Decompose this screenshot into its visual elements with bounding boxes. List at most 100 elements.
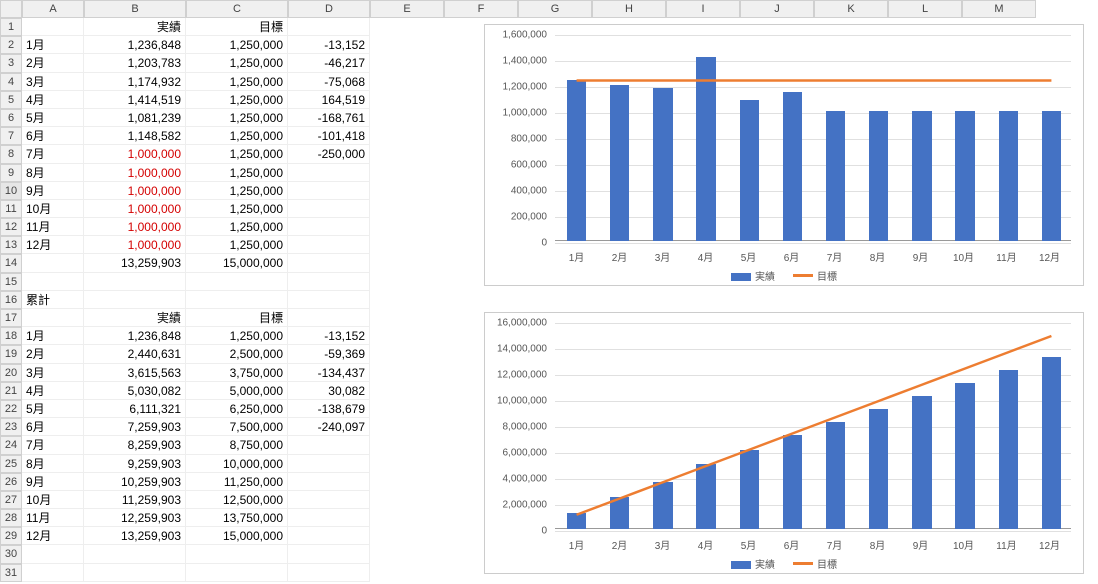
cell-B26[interactable]: 10,259,903 [84,473,186,491]
col-header-K[interactable]: K [814,0,888,18]
cell-A5[interactable]: 4月 [22,91,84,109]
row-header-23[interactable]: 23 [0,418,22,436]
row-header-28[interactable]: 28 [0,509,22,527]
cell-B27[interactable]: 11,259,903 [84,491,186,509]
cell-C15[interactable] [186,273,288,291]
cell-D15[interactable] [288,273,370,291]
cell-C3[interactable]: 1,250,000 [186,54,288,72]
cell-B11[interactable]: 1,000,000 [84,200,186,218]
row-header-14[interactable]: 14 [0,254,22,272]
cell-C21[interactable]: 5,000,000 [186,382,288,400]
cell-A17[interactable] [22,309,84,327]
cell-D23[interactable]: -240,097 [288,418,370,436]
cell-A1[interactable] [22,18,84,36]
row-header-29[interactable]: 29 [0,527,22,545]
row-header-8[interactable]: 8 [0,145,22,163]
row-header-3[interactable]: 3 [0,54,22,72]
cell-C5[interactable]: 1,250,000 [186,91,288,109]
cell-C17[interactable]: 目標 [186,309,288,327]
cell-A25[interactable]: 8月 [22,455,84,473]
row-header-22[interactable]: 22 [0,400,22,418]
cell-A30[interactable] [22,545,84,563]
cell-A13[interactable]: 12月 [22,236,84,254]
cell-C22[interactable]: 6,250,000 [186,400,288,418]
cell-D4[interactable]: -75,068 [288,73,370,91]
cell-C31[interactable] [186,564,288,582]
cell-D25[interactable] [288,455,370,473]
col-header-G[interactable]: G [518,0,592,18]
cell-B4[interactable]: 1,174,932 [84,73,186,91]
row-header-18[interactable]: 18 [0,327,22,345]
cell-A20[interactable]: 3月 [22,364,84,382]
select-all-corner[interactable] [0,0,22,18]
cell-B13[interactable]: 1,000,000 [84,236,186,254]
cell-D8[interactable]: -250,000 [288,145,370,163]
cell-D21[interactable]: 30,082 [288,382,370,400]
cumulative-chart[interactable]: 02,000,0004,000,0006,000,0008,000,00010,… [484,312,1084,574]
cell-B16[interactable] [84,291,186,309]
cell-A14[interactable] [22,254,84,272]
col-header-E[interactable]: E [370,0,444,18]
cell-B29[interactable]: 13,259,903 [84,527,186,545]
cell-D31[interactable] [288,564,370,582]
col-header-L[interactable]: L [888,0,962,18]
cell-D11[interactable] [288,200,370,218]
cell-C26[interactable]: 11,250,000 [186,473,288,491]
cell-C12[interactable]: 1,250,000 [186,218,288,236]
cell-D27[interactable] [288,491,370,509]
cell-B28[interactable]: 12,259,903 [84,509,186,527]
col-header-B[interactable]: B [84,0,186,18]
cell-B5[interactable]: 1,414,519 [84,91,186,109]
cell-B23[interactable]: 7,259,903 [84,418,186,436]
cell-A18[interactable]: 1月 [22,327,84,345]
cell-D1[interactable] [288,18,370,36]
row-header-5[interactable]: 5 [0,91,22,109]
cell-A9[interactable]: 8月 [22,164,84,182]
row-header-27[interactable]: 27 [0,491,22,509]
cell-D13[interactable] [288,236,370,254]
cell-B31[interactable] [84,564,186,582]
cell-D16[interactable] [288,291,370,309]
cell-C30[interactable] [186,545,288,563]
col-header-F[interactable]: F [444,0,518,18]
cell-D12[interactable] [288,218,370,236]
row-header-11[interactable]: 11 [0,200,22,218]
cell-D29[interactable] [288,527,370,545]
cell-A2[interactable]: 1月 [22,36,84,54]
cell-C28[interactable]: 13,750,000 [186,509,288,527]
row-header-1[interactable]: 1 [0,18,22,36]
cell-A3[interactable]: 2月 [22,54,84,72]
cell-C27[interactable]: 12,500,000 [186,491,288,509]
cell-D18[interactable]: -13,152 [288,327,370,345]
cell-C18[interactable]: 1,250,000 [186,327,288,345]
cell-C13[interactable]: 1,250,000 [186,236,288,254]
row-header-13[interactable]: 13 [0,236,22,254]
cell-C19[interactable]: 2,500,000 [186,345,288,363]
row-header-15[interactable]: 15 [0,273,22,291]
cell-A19[interactable]: 2月 [22,345,84,363]
cell-B8[interactable]: 1,000,000 [84,145,186,163]
cell-A24[interactable]: 7月 [22,436,84,454]
col-header-C[interactable]: C [186,0,288,18]
cell-B30[interactable] [84,545,186,563]
cell-C11[interactable]: 1,250,000 [186,200,288,218]
col-header-H[interactable]: H [592,0,666,18]
row-header-24[interactable]: 24 [0,436,22,454]
cell-B22[interactable]: 6,111,321 [84,400,186,418]
row-header-10[interactable]: 10 [0,182,22,200]
cell-B10[interactable]: 1,000,000 [84,182,186,200]
row-header-20[interactable]: 20 [0,364,22,382]
cell-A8[interactable]: 7月 [22,145,84,163]
cell-B3[interactable]: 1,203,783 [84,54,186,72]
cell-C2[interactable]: 1,250,000 [186,36,288,54]
cell-D19[interactable]: -59,369 [288,345,370,363]
cell-A31[interactable] [22,564,84,582]
row-header-31[interactable]: 31 [0,564,22,582]
row-header-21[interactable]: 21 [0,382,22,400]
cell-C8[interactable]: 1,250,000 [186,145,288,163]
row-header-16[interactable]: 16 [0,291,22,309]
cell-C16[interactable] [186,291,288,309]
cell-D3[interactable]: -46,217 [288,54,370,72]
cell-A7[interactable]: 6月 [22,127,84,145]
cell-D6[interactable]: -168,761 [288,109,370,127]
